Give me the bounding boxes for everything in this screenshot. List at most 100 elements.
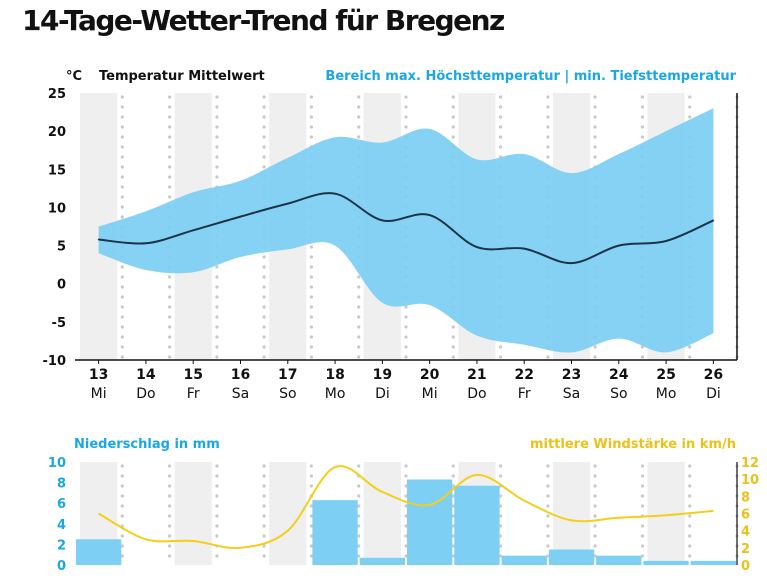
precip-grid-dot: [357, 484, 361, 488]
precip-grid-dot: [168, 504, 172, 508]
legend-precip: Niederschlag in mm: [74, 437, 220, 452]
temp-grid-dot: [168, 185, 172, 189]
temp-grid-dot: [120, 215, 124, 219]
precip-grid-dot: [451, 494, 455, 498]
precip-grid-dot: [215, 474, 219, 478]
x-tick-day: 26: [704, 367, 723, 383]
temp-grid-dot: [640, 95, 645, 99]
temp-grid-dot: [168, 275, 172, 279]
temp-mean-point: [618, 244, 620, 247]
temp-grid-dot: [499, 125, 503, 129]
precip-grid-dot: [215, 514, 219, 518]
precip-grid-dot: [451, 514, 455, 518]
temp-grid-dot: [546, 355, 550, 359]
temp-grid-dot: [262, 355, 266, 359]
precip-bar: [643, 560, 689, 565]
temp-grid-dot: [357, 335, 361, 339]
precip-grid-dot: [451, 484, 455, 488]
temp-grid-dot: [120, 195, 124, 199]
temp-grid-dot: [168, 315, 172, 319]
precip-grid-dot: [546, 484, 550, 488]
temp-grid-dot: [688, 345, 692, 349]
precip-grid-dot: [499, 514, 503, 518]
temp-grid-dot: [357, 95, 361, 99]
x-tick-weekday: Di: [706, 386, 721, 402]
precip-grid-dot: [640, 524, 645, 528]
x-tick-weekday: Sa: [563, 386, 580, 402]
temp-mean-point: [97, 238, 100, 241]
temp-grid-dot: [309, 115, 313, 119]
legend-mean: Temperatur Mittelwert: [99, 69, 265, 84]
temp-grid-dot: [168, 165, 172, 169]
temp-grid-dot: [640, 125, 645, 129]
precip-grid-dot: [309, 504, 313, 508]
precip-grid-dot: [640, 494, 645, 498]
temp-grid-dot: [215, 285, 219, 289]
temp-grid-dot: [309, 305, 313, 309]
precip-grid-dot: [168, 534, 172, 538]
temp-grid-dot: [309, 255, 313, 259]
temp-grid-dot: [262, 95, 266, 99]
temp-grid-dot: [309, 285, 313, 289]
precip-bar: [76, 539, 122, 566]
temp-grid-dot: [499, 115, 503, 119]
temp-grid-dot: [168, 305, 172, 309]
precip-grid-dot: [593, 514, 597, 518]
temp-grid-dot: [262, 295, 266, 299]
x-tick-day: 13: [89, 367, 108, 383]
temp-grid-dot: [168, 135, 172, 139]
temp-grid-dot: [215, 305, 219, 309]
precip-bar: [312, 500, 358, 565]
temp-grid-dot: [215, 275, 219, 279]
temp-grid-dot: [593, 345, 597, 349]
precip-grid-dot: [451, 504, 455, 508]
temp-grid-dot: [546, 135, 550, 139]
precip-grid-dot: [262, 544, 266, 548]
temp-grid-dot: [309, 315, 313, 319]
precip-grid-dot: [309, 544, 313, 548]
precip-grid-dot: [357, 514, 361, 518]
temp-grid-dot: [262, 265, 266, 269]
precip-grid-dot: [640, 484, 645, 488]
x-tick-day: 20: [420, 367, 440, 383]
precip-grid-dot: [593, 544, 597, 548]
precip-y-tick: 8: [57, 477, 66, 492]
temp-grid-dot: [215, 145, 219, 149]
precip-grid-dot: [357, 504, 361, 508]
precip-stripe: [552, 462, 591, 565]
wind-y-tick: 10: [741, 473, 759, 488]
temp-grid-dot: [404, 345, 408, 349]
temp-grid-dot: [593, 95, 597, 99]
temp-grid-dot: [262, 305, 266, 309]
precip-grid-dot: [499, 494, 503, 498]
temp-grid-dot: [451, 345, 455, 349]
temp-range-band: [98, 108, 714, 353]
temp-grid-dot: [451, 105, 455, 109]
temp-grid-dot: [120, 135, 124, 139]
temp-grid-dot: [546, 95, 550, 99]
precip-grid-dot: [688, 534, 692, 538]
precip-y-tick: 6: [57, 497, 66, 512]
temp-grid-dot: [262, 345, 266, 349]
precip-grid-dot: [215, 504, 219, 508]
precip-grid-dot: [215, 484, 219, 488]
precip-bar: [690, 560, 736, 565]
temp-grid-dot: [688, 95, 692, 99]
temp-grid-dot: [120, 175, 124, 179]
precip-grid-dot: [262, 474, 266, 478]
temp-grid-dot: [357, 325, 361, 329]
temp-grid-dot: [262, 285, 266, 289]
temp-grid-dot: [546, 145, 550, 149]
temp-mean-point: [523, 247, 525, 250]
precip-grid-dot: [404, 484, 408, 488]
temp-mean-point: [428, 214, 431, 216]
temp-grid-dot: [451, 335, 455, 339]
temp-grid-dot: [168, 115, 172, 119]
precip-grid-dot: [593, 464, 597, 468]
temp-y-tick: 20: [48, 125, 66, 140]
x-tick-day: 14: [136, 367, 156, 383]
precip-grid-dot: [546, 534, 550, 538]
temp-grid-dot: [546, 155, 550, 159]
precip-grid-dot: [688, 484, 692, 488]
